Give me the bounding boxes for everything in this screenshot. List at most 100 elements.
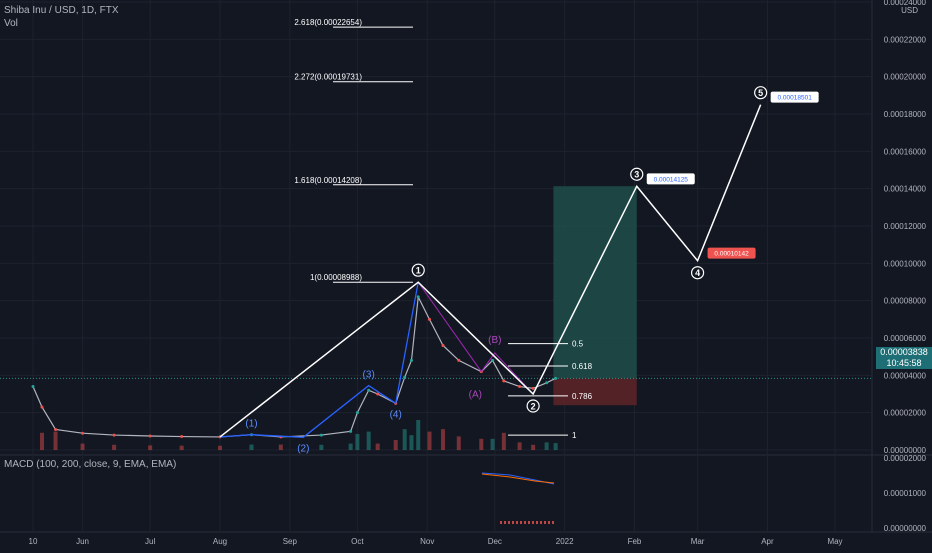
volume-bar <box>375 443 380 450</box>
macd-histogram-bar <box>536 521 538 524</box>
target-price-label: 0.00014125 <box>654 176 689 183</box>
macd-histogram-bar <box>516 521 518 524</box>
price-point <box>416 295 420 299</box>
volume-bar <box>441 429 446 450</box>
macd-histogram-bar <box>524 521 526 524</box>
y-tick-label: 0.00010000 <box>884 259 927 268</box>
volume-bar <box>501 432 506 450</box>
fib-extension-label: 1(0.00008988) <box>310 273 362 282</box>
macd-label[interactable]: MACD (100, 200, close, 9, EMA, EMA) <box>4 459 177 470</box>
price-point <box>81 431 85 435</box>
y-tick-label: 0.00002000 <box>884 409 927 418</box>
x-tick-label: 2022 <box>556 537 574 546</box>
primary-wave-label: 1 <box>416 266 421 276</box>
price-point <box>518 385 522 389</box>
y-tick-label: 0.00016000 <box>884 147 927 156</box>
price-point <box>319 433 323 437</box>
primary-wave-marker <box>690 266 705 280</box>
price-point <box>554 376 558 380</box>
stop-loss-zone <box>553 378 637 406</box>
primary-wave-label: 5 <box>758 88 763 98</box>
y-tick-label: 0.00020000 <box>884 73 927 82</box>
volume-bar <box>490 438 495 450</box>
volume-bar <box>278 444 283 450</box>
volume-bar <box>409 435 414 450</box>
volume-bar <box>479 438 484 450</box>
volume-bar <box>53 431 58 450</box>
x-tick-label: 10 <box>29 537 38 546</box>
target-zone <box>553 186 637 379</box>
price-point <box>502 379 506 383</box>
y-tick-label: 0.00012000 <box>884 222 927 231</box>
price-point <box>148 434 152 438</box>
primary-wave-marker <box>630 167 644 181</box>
volume-label: Vol <box>4 18 18 29</box>
y-tick-label: 0.00024000 <box>884 0 927 7</box>
primary-wave-label: 2 <box>531 402 536 412</box>
primary-wave-marker <box>754 86 768 100</box>
macd-histogram-bar <box>508 521 510 524</box>
primary-wave-path <box>219 104 762 438</box>
volume-bar <box>40 432 45 450</box>
sub-wave-label: (2) <box>297 443 309 454</box>
price-point <box>491 358 495 362</box>
volume-bar <box>402 429 407 450</box>
sub-wave-path <box>219 282 419 438</box>
currency-label: USD <box>901 6 918 15</box>
macd-histogram-bar <box>532 521 534 524</box>
macd-histogram-bar <box>520 521 522 524</box>
x-tick-label: Dec <box>488 537 502 546</box>
volume-bar <box>80 443 85 450</box>
target-price-badge <box>646 173 695 185</box>
fib-extension-label: 2.272(0.00019731) <box>294 73 362 82</box>
price-point <box>31 385 35 389</box>
macd-y-tick-label: 0.00001000 <box>884 489 927 498</box>
y-tick-label: 0.00000000 <box>884 446 927 455</box>
symbol-title[interactable]: Shiba Inu / USD, 1D, FTX <box>4 5 119 16</box>
current-price-value: 0.00003838 <box>880 347 928 357</box>
bar-countdown: 10:45:58 <box>886 358 922 368</box>
volume-bar <box>427 431 432 450</box>
price-series-line <box>32 294 556 438</box>
x-tick-label: May <box>827 537 842 546</box>
y-tick-label: 0.00004000 <box>884 371 927 380</box>
target-price-label: 0.00018501 <box>777 95 812 102</box>
y-tick-label: 0.00008000 <box>884 297 927 306</box>
price-point <box>40 405 44 409</box>
macd-histogram-bar <box>504 521 506 524</box>
fib-extension-label: 2.618(0.00022654) <box>294 18 362 27</box>
macd-y-tick-label: 0.00002000 <box>884 454 927 463</box>
macd-histogram-bar <box>528 521 530 524</box>
price-point <box>545 381 549 385</box>
macd-histogram-bar <box>540 521 542 524</box>
price-point <box>403 375 407 379</box>
macd-histogram-bar <box>548 521 550 524</box>
volume-bar <box>531 444 536 450</box>
volume-bar <box>416 420 421 450</box>
target-price-label: 0.00010142 <box>714 251 749 258</box>
x-tick-label: Nov <box>420 537 434 546</box>
x-tick-label: Oct <box>351 537 364 546</box>
price-point <box>409 358 413 362</box>
fib-retracement-label: 0.5 <box>572 340 584 349</box>
primary-wave-label: 3 <box>634 170 639 180</box>
macd-histogram-bar <box>544 521 546 524</box>
volume-bar <box>456 436 461 450</box>
corrective-wave-label: (B) <box>488 335 501 346</box>
x-tick-label: Sep <box>283 537 298 546</box>
price-point <box>376 392 380 396</box>
sub-wave-label: (4) <box>390 409 402 420</box>
volume-bar <box>553 443 558 450</box>
volume-bar <box>517 442 522 450</box>
macd-histogram-bar <box>512 521 514 524</box>
price-point <box>112 433 116 437</box>
price-point <box>355 411 359 415</box>
volume-bar <box>217 445 222 450</box>
fib-extension-label: 1.618(0.00014208) <box>294 176 362 185</box>
volume-bar <box>319 444 324 450</box>
volume-bar <box>249 444 254 450</box>
y-tick-label: 0.00018000 <box>884 110 927 119</box>
y-tick-label: 0.00022000 <box>884 35 927 44</box>
